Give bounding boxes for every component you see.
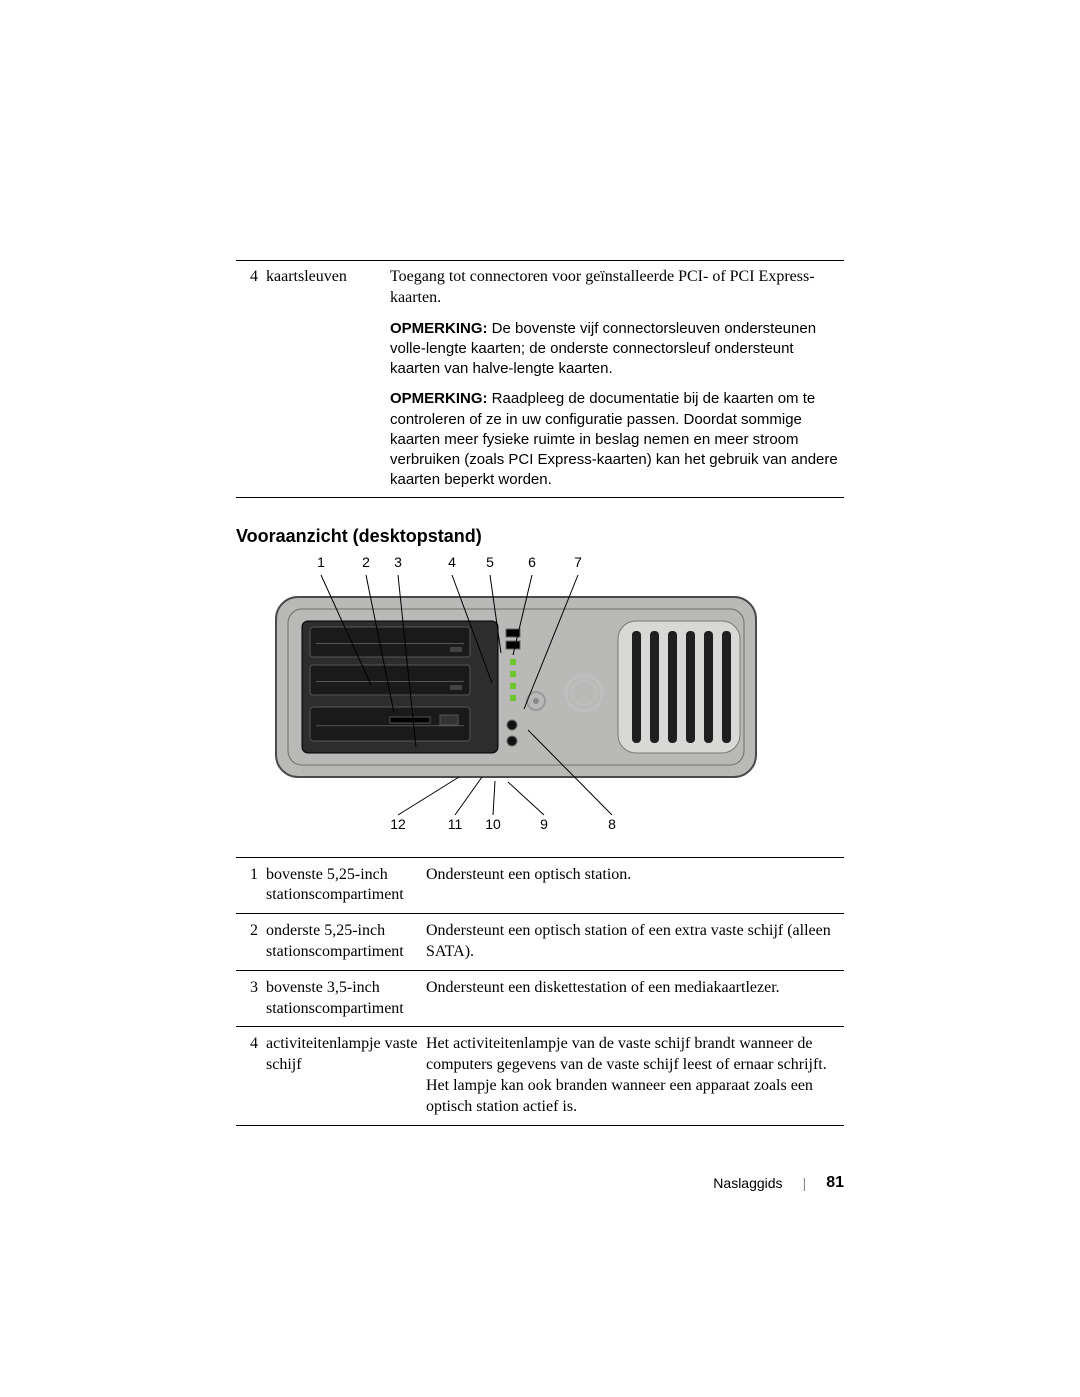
cell-label: bovenste 3,5-inch stationscompartiment (262, 970, 422, 1027)
cell-desc: Ondersteunt een optisch station of een e… (422, 914, 844, 971)
page-footer: Naslaggids | 81 (713, 1174, 844, 1192)
table-bottom: 1bovenste 5,25-inch stationscompartiment… (236, 857, 844, 1126)
figure-svg: 123456712111098 (236, 557, 844, 847)
page-content: 4 kaartsleuven Toegang tot connectoren v… (236, 260, 844, 1126)
svg-text:4: 4 (448, 557, 456, 570)
svg-text:7: 7 (574, 557, 582, 570)
cell-label: onderste 5,25-inch stationscompartiment (262, 914, 422, 971)
cell-desc: Het activiteitenlampje van de vaste schi… (422, 1027, 844, 1125)
footer-page-number: 81 (826, 1174, 844, 1192)
figure-desktop-front: 123456712111098 (236, 557, 844, 847)
note-label: OPMERKING: (390, 390, 488, 407)
svg-text:11: 11 (448, 816, 463, 832)
cell-label: kaartsleuven (262, 261, 386, 498)
cell-desc: Ondersteunt een diskettestation of een m… (422, 970, 844, 1027)
table-row: 2onderste 5,25-inch stationscompartiment… (236, 914, 844, 971)
cell-desc: Toegang tot connectoren voor geïnstallee… (386, 261, 844, 498)
cell-num: 2 (236, 914, 262, 971)
note-block: OPMERKING: De bovenste vijf connectorsle… (390, 319, 840, 380)
table-row: 3bovenste 3,5-inch stationscompartimentO… (236, 970, 844, 1027)
cell-num: 4 (236, 1027, 262, 1125)
svg-text:9: 9 (540, 816, 548, 832)
note-label: OPMERKING: (390, 320, 488, 337)
note-block: OPMERKING: Raadpleeg de documentatie bij… (390, 389, 840, 490)
table-row: 4 kaartsleuven Toegang tot connectoren v… (236, 261, 844, 498)
cell-label: bovenste 5,25-inch stationscompartiment (262, 857, 422, 914)
svg-text:2: 2 (362, 557, 370, 570)
cell-num: 4 (236, 261, 262, 498)
table-row: 1bovenste 5,25-inch stationscompartiment… (236, 857, 844, 914)
cell-num: 3 (236, 970, 262, 1027)
svg-text:10: 10 (485, 816, 501, 832)
footer-doc-title: Naslaggids (713, 1175, 782, 1191)
svg-text:6: 6 (528, 557, 536, 570)
desc-text: Toegang tot connectoren voor geïnstallee… (390, 267, 840, 309)
cell-num: 1 (236, 857, 262, 914)
svg-text:8: 8 (608, 816, 616, 832)
svg-text:12: 12 (390, 816, 406, 832)
section-heading: Vooraanzicht (desktopstand) (236, 526, 844, 547)
footer-separator: | (803, 1175, 807, 1191)
table-row: 4activiteitenlampje vaste schijfHet acti… (236, 1027, 844, 1125)
cell-desc: Ondersteunt een optisch station. (422, 857, 844, 914)
svg-text:3: 3 (394, 557, 402, 570)
table-top: 4 kaartsleuven Toegang tot connectoren v… (236, 260, 844, 498)
svg-text:5: 5 (486, 557, 494, 570)
cell-label: activiteitenlampje vaste schijf (262, 1027, 422, 1125)
svg-text:1: 1 (317, 557, 325, 570)
